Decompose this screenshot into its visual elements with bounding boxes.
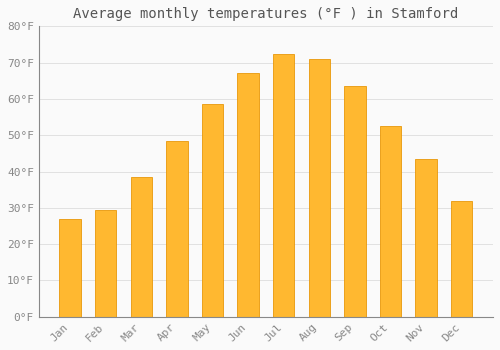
- Bar: [416, 159, 437, 317]
- Bar: [308, 59, 330, 317]
- Bar: [380, 126, 401, 317]
- Bar: [166, 141, 188, 317]
- Bar: [238, 74, 259, 317]
- Bar: [451, 201, 472, 317]
- Bar: [202, 104, 223, 317]
- Bar: [130, 177, 152, 317]
- Bar: [344, 86, 366, 317]
- Title: Average monthly temperatures (°F ) in Stamford: Average monthly temperatures (°F ) in St…: [74, 7, 458, 21]
- Bar: [273, 54, 294, 317]
- Bar: [60, 219, 81, 317]
- Bar: [95, 210, 116, 317]
